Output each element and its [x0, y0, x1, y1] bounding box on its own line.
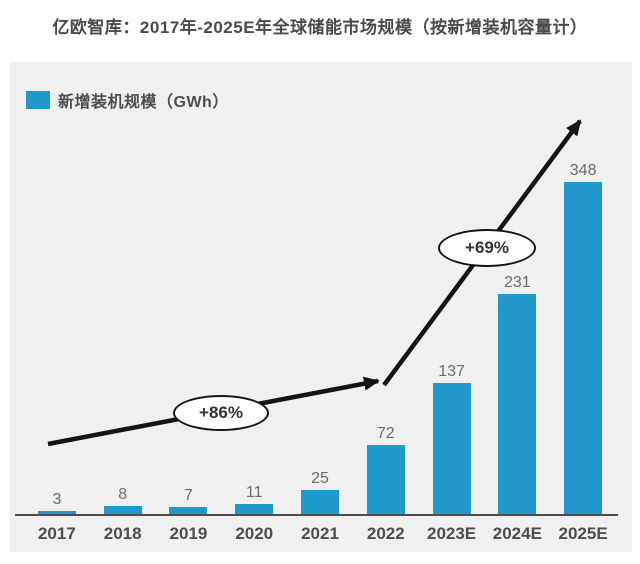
bar-value-label: 231	[504, 274, 531, 291]
bar-column: 7 2019	[156, 487, 222, 542]
bar	[564, 182, 603, 514]
bar	[235, 504, 274, 514]
bar	[37, 511, 76, 514]
bar	[498, 294, 537, 514]
bar-column: 25 2021	[287, 470, 353, 542]
bar-column: 3 2017	[24, 491, 90, 542]
bar-value-label: 7	[184, 487, 193, 504]
bar	[301, 490, 340, 514]
bar-column: 8 2018	[90, 486, 156, 542]
x-tick-label: 2019	[169, 524, 208, 543]
x-tick-label: 2025E	[558, 524, 608, 543]
chart-title: 亿欧智库：2017年-2025E年全球储能市场规模（按新增装机容量计）	[52, 18, 588, 37]
bar	[432, 383, 471, 514]
growth-annotation-69-label: +69%	[465, 238, 509, 257]
trend-arrows	[47, 119, 582, 447]
bar-column: 72 2022	[353, 425, 419, 542]
bar-value-label: 137	[438, 363, 465, 380]
bar-column: 137 2023E	[419, 363, 485, 543]
growth-annotation-69: +69%	[438, 229, 536, 267]
bar-column: 348 2025E	[550, 162, 616, 543]
chart-panel: 新增装机规模（GWh） +86% +69% 3 2017 8 2018 7 2019 11 2…	[10, 62, 632, 552]
x-tick-label: 2022	[366, 524, 405, 543]
bar	[103, 506, 142, 514]
bar-series: 3 2017 8 2018 7 2019 11 2020 25 2021 72 2022 137 2023…	[24, 62, 616, 543]
legend-swatch-icon	[26, 91, 50, 109]
legend: 新增装机规模（GWh）	[26, 88, 229, 112]
growth-annotation-86: +86%	[173, 395, 269, 431]
x-axis-line	[15, 514, 618, 516]
bar-column: 11 2020	[221, 484, 287, 542]
x-tick-label: 2021	[301, 524, 339, 543]
growth-annotation-86-label: +86%	[199, 403, 243, 422]
bar-value-label: 72	[376, 425, 395, 442]
x-tick-label: 2017	[37, 524, 76, 543]
x-tick-label: 2018	[103, 524, 142, 543]
bar-value-label: 8	[118, 486, 128, 503]
x-tick-label: 2020	[235, 524, 274, 543]
bar-column: 231 2024E	[484, 274, 550, 543]
bar-value-label: 25	[311, 470, 329, 487]
bar-value-label: 3	[52, 491, 62, 508]
bar	[169, 507, 208, 514]
x-tick-label: 2023E	[426, 524, 477, 543]
bar-value-label: 11	[245, 484, 263, 501]
x-tick-label: 2024E	[492, 524, 542, 543]
bar	[366, 445, 405, 514]
legend-label: 新增装机规模（GWh）	[58, 94, 229, 111]
bar-value-label: 348	[569, 162, 597, 179]
